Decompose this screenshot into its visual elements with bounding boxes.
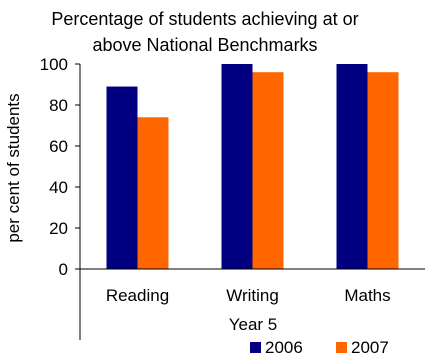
- x-axis-tick-labels: Reading Writing Maths: [106, 286, 391, 305]
- bar-maths-2006: [336, 64, 368, 269]
- chart-title-line-2: above National Benchmarks: [92, 35, 317, 55]
- legend-label-2006: 2006: [265, 338, 303, 355]
- y-tick-label: 40: [49, 178, 68, 197]
- y-axis-label: per cent of students: [4, 93, 23, 242]
- y-tick-label: 80: [49, 96, 68, 115]
- y-tick-label: 60: [49, 137, 68, 156]
- bars: [106, 64, 399, 269]
- y-tick-label: 20: [49, 219, 68, 238]
- legend-swatch-2006: [250, 342, 261, 353]
- x-axis-label: Year 5: [229, 315, 278, 334]
- legend-label-2007: 2007: [351, 338, 389, 355]
- legend-swatch-2007: [336, 342, 347, 353]
- chart-title-line-1: Percentage of students achieving at or: [51, 9, 358, 29]
- bar-writing-2007: [252, 72, 284, 269]
- bar-reading-2006: [106, 86, 138, 269]
- bar-maths-2007: [367, 72, 399, 269]
- y-tick-label: 0: [59, 260, 68, 279]
- y-tick-label: 100: [40, 55, 68, 74]
- x-tick-label-reading: Reading: [106, 286, 169, 305]
- x-tick-label-writing: Writing: [226, 286, 279, 305]
- bar-reading-2007: [137, 117, 169, 269]
- chart-title: Percentage of students achieving at or a…: [51, 9, 358, 55]
- y-axis-ticks: 0 20 40 60 80 100: [40, 55, 80, 279]
- legend: 2006 2007: [250, 338, 389, 357]
- x-tick-label-maths: Maths: [344, 286, 390, 305]
- bar-writing-2006: [221, 64, 253, 269]
